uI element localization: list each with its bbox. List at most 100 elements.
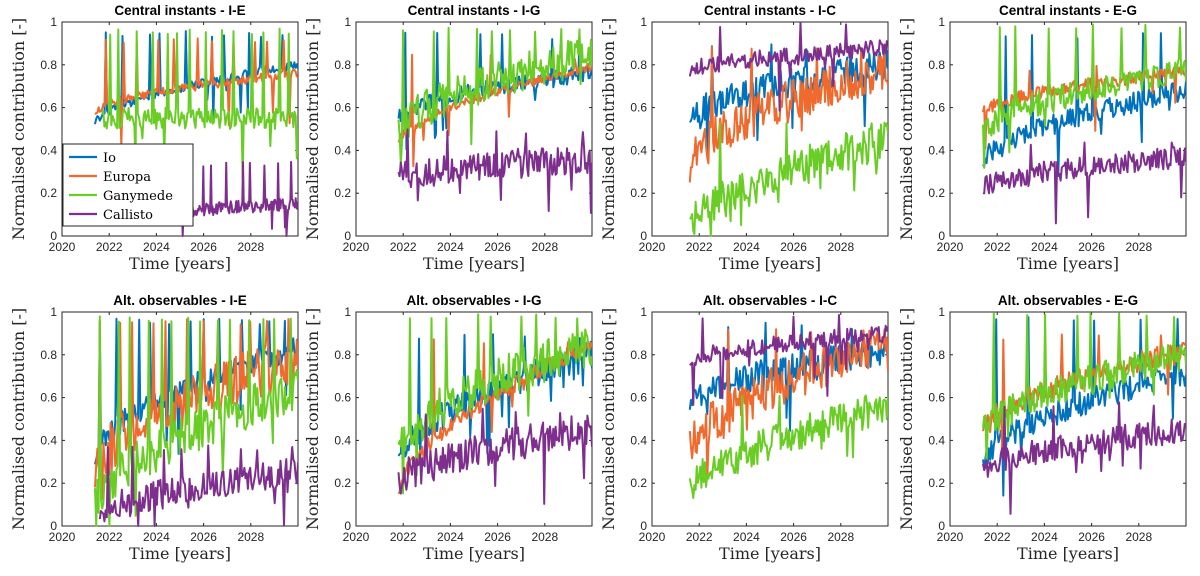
x-tick-label: 2024 [1031, 530, 1058, 544]
y-tick-label: 0.6 [928, 101, 945, 115]
series-line-ganymede [397, 313, 592, 495]
y-tick-label: 1 [938, 15, 945, 29]
x-tick-label: 2028 [531, 530, 558, 544]
y-tick-label: 0.8 [40, 58, 57, 72]
x-tick-label: 2022 [686, 530, 713, 544]
x-tick-label: 2028 [237, 530, 264, 544]
series-line-callisto [688, 21, 888, 112]
y-tick-label: 0.6 [630, 391, 647, 405]
legend-label: Io [103, 151, 116, 166]
y-tick-label: 1 [640, 15, 647, 29]
y-tick-label: 0.4 [40, 433, 57, 447]
legend-label: Callisto [103, 208, 153, 223]
y-tick-label: 0 [640, 519, 647, 533]
y-tick-label: 0 [938, 519, 945, 533]
x-axis-label: Time [years] [1017, 544, 1119, 563]
y-tick-label: 0 [50, 229, 57, 243]
x-tick-label: 2026 [190, 530, 217, 544]
panel-title: Central instants - I-C [704, 3, 836, 18]
y-axis-label: Normalised contribution [-] [897, 308, 916, 530]
series-line-callisto [397, 128, 592, 214]
panel-title: Alt. observables - I-G [406, 293, 541, 308]
y-tick-label: 0.2 [630, 186, 647, 200]
y-axis-label: Normalised contribution [-] [303, 308, 322, 530]
y-tick-label: 0.8 [630, 348, 647, 362]
series-line-ganymede [689, 121, 888, 237]
series-line-callisto [397, 407, 592, 505]
y-tick-label: 1 [50, 15, 57, 29]
y-axis-label: Normalised contribution [-] [897, 18, 916, 240]
axes-box [61, 311, 299, 527]
y-axis-label: Normalised contribution [-] [9, 308, 28, 530]
series-line-io [982, 316, 1186, 497]
y-tick-label: 0.8 [928, 348, 945, 362]
y-tick-label: 0.2 [334, 476, 351, 490]
x-tick-label: 2024 [143, 530, 170, 544]
x-axis-label: Time [years] [129, 544, 231, 563]
x-tick-label: 2020 [639, 530, 666, 544]
series-line-io [982, 32, 1186, 178]
series-line-europa [688, 327, 888, 480]
x-tick-label: 2028 [1125, 530, 1152, 544]
x-axis-label: Time [years] [129, 254, 231, 273]
series-line-callisto [982, 141, 1186, 225]
series-line-callisto [98, 444, 298, 527]
panel-title: Central instants - E-G [999, 3, 1137, 18]
legend-label: Ganymede [103, 189, 173, 204]
axes-box [355, 311, 593, 527]
axes-box [949, 311, 1187, 527]
axes-box [651, 311, 889, 527]
x-tick-label: 2024 [733, 240, 760, 254]
x-tick-label: 2022 [686, 240, 713, 254]
x-axis-label: Time [years] [719, 544, 821, 563]
y-tick-label: 0.2 [40, 476, 57, 490]
x-tick-label: 2028 [827, 240, 854, 254]
y-tick-label: 0.2 [928, 186, 945, 200]
x-tick-label: 2026 [780, 240, 807, 254]
y-tick-label: 0 [50, 519, 57, 533]
y-tick-label: 0.2 [334, 186, 351, 200]
x-tick-label: 2020 [639, 240, 666, 254]
x-tick-label: 2024 [1031, 240, 1058, 254]
y-tick-label: 0.8 [928, 58, 945, 72]
x-tick-label: 2026 [190, 240, 217, 254]
series-line-ganymede [101, 27, 298, 180]
x-tick-label: 2022 [390, 530, 417, 544]
x-tick-label: 2028 [827, 530, 854, 544]
x-tick-label: 2024 [733, 530, 760, 544]
x-tick-label: 2020 [343, 240, 370, 254]
y-tick-label: 0 [344, 519, 351, 533]
panel-4: Central instants - E-G 2020 2022 2024 2026 20… [897, 3, 1187, 273]
y-tick-label: 0.6 [334, 391, 351, 405]
y-tick-label: 0.4 [630, 433, 647, 447]
x-tick-label: 2026 [1078, 240, 1105, 254]
series-line-callisto [689, 314, 888, 406]
panel-3: Central instants - I-C 2020 2022 2024 2026 20… [599, 3, 889, 273]
panel-6: Alt. observables - I-G 2020 2022 2024 2026 20… [303, 293, 593, 563]
panel-5: Alt. observables - I-E 2020 2022 2024 2026 20… [9, 293, 299, 563]
x-axis-label: Time [years] [1017, 254, 1119, 273]
y-tick-label: 0.4 [928, 433, 945, 447]
y-axis-label: Normalised contribution [-] [9, 18, 28, 240]
series-line-ganymede [397, 26, 592, 165]
y-tick-label: 0.6 [40, 391, 57, 405]
x-tick-label: 2022 [984, 240, 1011, 254]
x-tick-label: 2028 [237, 240, 264, 254]
x-tick-label: 2020 [49, 240, 76, 254]
axes-box [949, 21, 1187, 237]
x-axis-label: Time [years] [719, 254, 821, 273]
x-tick-label: 2022 [390, 240, 417, 254]
y-tick-label: 0.8 [334, 58, 351, 72]
x-tick-label: 2028 [531, 240, 558, 254]
series-line-ganymede [982, 312, 1186, 465]
panel-1: Central instants - I-E 2020 2022 2024 2026 20… [9, 3, 299, 273]
y-tick-label: 1 [640, 305, 647, 319]
panel-7: Alt. observables - I-C 2020 2022 2024 2026 20… [599, 293, 889, 563]
y-tick-label: 0 [344, 229, 351, 243]
x-axis-label: Time [years] [423, 544, 525, 563]
x-tick-label: 2022 [96, 240, 123, 254]
series-line-ganymede [688, 394, 888, 500]
x-tick-label: 2028 [1125, 240, 1152, 254]
x-tick-label: 2026 [484, 240, 511, 254]
y-axis-label: Normalised contribution [-] [599, 308, 618, 530]
